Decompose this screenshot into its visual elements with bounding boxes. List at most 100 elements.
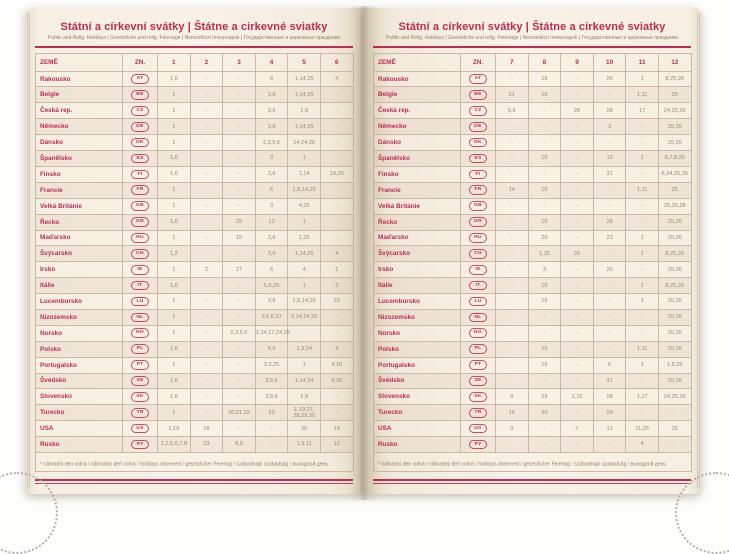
- month-cell: 7: [560, 420, 594, 438]
- table-row: Velká Británie GB - - - - -25,26,28: [373, 197, 692, 215]
- month-cell: -: [560, 277, 594, 295]
- country-code-badge: US: [469, 423, 487, 434]
- header-cell: 3: [222, 52, 256, 72]
- month-cell: -: [495, 213, 529, 231]
- code-cell: BE: [122, 86, 158, 104]
- table-row: Slovensko SK 1,6- -3,5,6 1,8-: [35, 388, 354, 406]
- country-cell: Itálie: [373, 277, 461, 295]
- code-cell: TR: [122, 404, 158, 422]
- month-cell: 1: [287, 150, 321, 167]
- country-cell: Nizozemsko: [35, 308, 123, 326]
- country-code-badge: LU: [469, 296, 487, 307]
- code-cell: РУ: [460, 436, 496, 453]
- country-cell: Česká rep.: [373, 102, 461, 120]
- country-code-badge: AT: [131, 74, 149, 84]
- month-cell: -: [495, 197, 529, 215]
- month-cell: -: [560, 356, 594, 374]
- country-cell: Rakousko: [35, 70, 123, 88]
- month-cell: 1: [287, 277, 321, 295]
- table-row: Nizozemsko NL 1- -3,5,6,27 5,14,24,25-: [35, 308, 354, 326]
- month-cell: 1,11: [625, 340, 659, 358]
- country-cell: Finsko: [373, 165, 461, 183]
- month-cell: -: [527, 436, 562, 453]
- country-cell: Švýcarsko: [373, 245, 461, 263]
- month-cell: -: [222, 293, 256, 310]
- month-cell: 8,25,26: [657, 70, 692, 88]
- month-cell: -: [189, 197, 224, 215]
- month-cell: -: [625, 372, 659, 390]
- month-cell: -: [560, 372, 594, 390]
- month-cell: -: [592, 277, 627, 295]
- month-cell: -: [189, 404, 224, 422]
- code-cell: NO: [122, 324, 158, 342]
- month-cell: 17: [222, 261, 256, 279]
- month-cell: 5,6: [495, 102, 529, 120]
- month-cell: -: [189, 70, 224, 88]
- header-cell: 5: [287, 52, 321, 72]
- month-cell: 24,25,26: [657, 102, 692, 120]
- month-cell: 1,14,25: [287, 86, 321, 104]
- month-cell: 1,2: [157, 245, 191, 263]
- country-code-badge: IT: [469, 280, 487, 291]
- country-code-badge: ES: [469, 153, 487, 164]
- table-row: Finsko FI - - -31-6,24,25,26: [373, 165, 692, 183]
- month-cell: 25: [287, 420, 321, 438]
- month-cell: -: [189, 86, 224, 104]
- month-cell: 6: [254, 70, 289, 88]
- month-cell: 5,6: [254, 340, 289, 358]
- country-cell: Dánsko: [35, 134, 123, 152]
- country-cell: Norsko: [35, 324, 123, 342]
- country-cell: Lucembursko: [35, 293, 123, 310]
- country-code-badge: NL: [131, 312, 149, 323]
- footnote: * náhradní den volna / náhradný deň voľn…: [35, 451, 354, 472]
- code-cell: FR: [122, 181, 158, 199]
- country-code-badge: FR: [131, 185, 149, 196]
- code-cell: BE: [460, 86, 496, 104]
- header-cell: 11: [625, 52, 659, 72]
- country-cell: Lucembursko: [373, 293, 461, 310]
- code-cell: CZ: [460, 102, 496, 120]
- month-cell: -: [189, 181, 224, 199]
- table-row: Švédsko SE - - -31-25,26: [373, 372, 692, 390]
- month-cell: -: [527, 118, 562, 136]
- table-row: Turecko TR 1-20,21,22 23 1,19,27, 28,29,30-: [35, 404, 354, 422]
- country-cell: Dánsko: [373, 134, 461, 152]
- code-cell: GB: [460, 197, 496, 215]
- table-row: Finsko FI 1,6- -3,6 1,14 19,20: [35, 165, 354, 183]
- month-cell: -: [189, 213, 224, 231]
- country-code-badge: DK: [131, 137, 149, 148]
- month-cell: 1: [625, 293, 659, 310]
- table-row: Dánsko DK 1- -2,3,5,6 14,24,25-: [35, 134, 354, 152]
- code-cell: GR: [460, 213, 496, 231]
- footnote-row: * náhradní den volna / náhradný deň voľn…: [35, 451, 354, 472]
- header-cell: 6: [319, 52, 354, 72]
- month-cell: -: [319, 308, 354, 326]
- table-row: Německo DE - - -3-25,26: [373, 118, 692, 136]
- code-cell: PT: [460, 356, 496, 374]
- month-cell: -: [189, 356, 224, 374]
- month-cell: 1,6: [157, 150, 191, 167]
- month-cell: -: [495, 356, 529, 374]
- month-cell: -: [319, 150, 354, 167]
- country-cell: Portugalsko: [373, 356, 461, 374]
- month-cell: -: [254, 436, 289, 453]
- month-cell: 29: [592, 404, 627, 422]
- holidays-table-right: ZEMĚ ZN. 7 8 9 10 11 12 Rakousko AT -15-26 1 8,25,2…: [373, 52, 692, 472]
- month-cell: 23: [189, 436, 224, 453]
- month-cell: 1: [157, 181, 191, 199]
- month-cell: -: [189, 308, 224, 326]
- country-cell: Německo: [373, 118, 461, 136]
- month-cell: 6: [254, 261, 289, 279]
- month-cell: 1,6: [157, 340, 191, 358]
- month-cell: 1,14,24: [287, 372, 321, 390]
- month-cell: 1,6: [157, 70, 191, 88]
- table-row: Řecko GR 1,6-25 13 1-: [35, 213, 354, 231]
- month-cell: 20,21,22: [222, 404, 256, 422]
- country-cell: USA: [373, 420, 461, 438]
- country-cell: Slovensko: [373, 388, 461, 406]
- month-cell: -: [560, 118, 594, 136]
- code-cell: LU: [460, 293, 496, 310]
- month-cell: -: [560, 404, 594, 422]
- title-rule: [35, 46, 353, 48]
- month-cell: 26: [592, 261, 627, 279]
